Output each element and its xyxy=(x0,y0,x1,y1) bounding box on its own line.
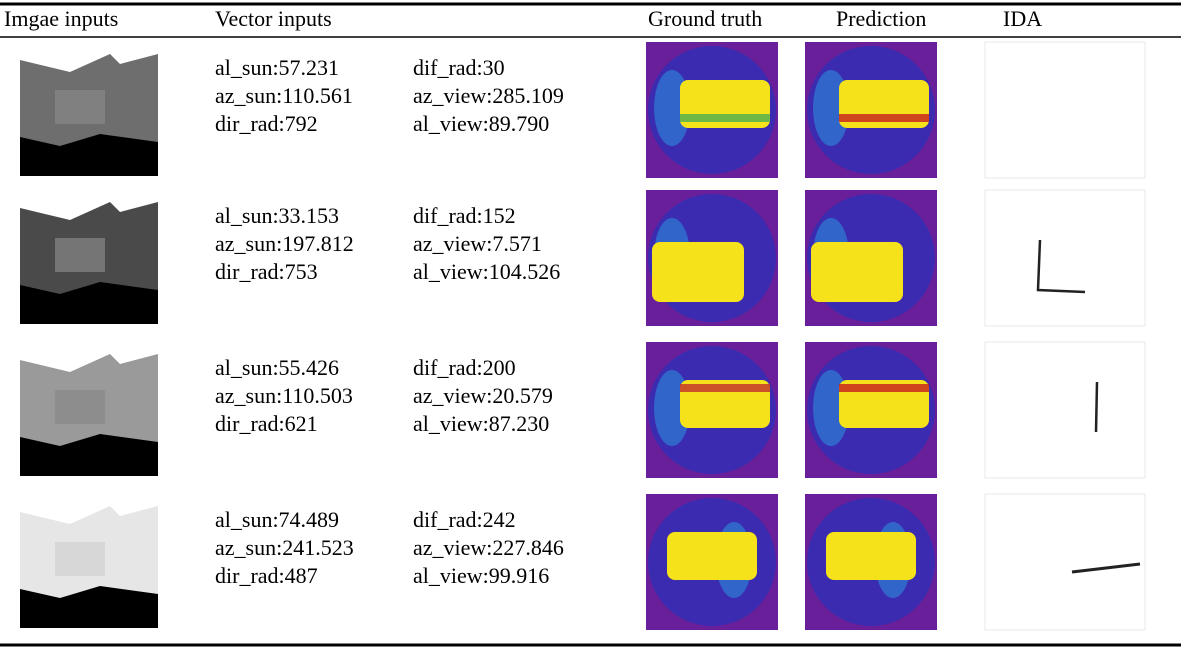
map-highlight xyxy=(652,242,744,302)
map-highlight xyxy=(667,532,757,580)
ground-truth-map xyxy=(646,190,778,326)
vector-input: az_sun:197.812 xyxy=(215,231,354,256)
ida-map xyxy=(985,190,1145,326)
vector-input: az_sun:110.503 xyxy=(215,383,353,408)
ida-edge xyxy=(1096,382,1097,432)
prediction-map xyxy=(805,190,937,326)
vector-input: az_view:20.579 xyxy=(413,383,553,408)
room-window xyxy=(55,238,105,272)
input-image xyxy=(20,42,158,176)
map-band xyxy=(680,384,770,392)
map-highlight xyxy=(826,532,916,580)
vector-input: az_sun:110.561 xyxy=(215,83,353,108)
vector-input: al_view:99.916 xyxy=(413,563,549,588)
vector-input: al_sun:33.153 xyxy=(215,203,339,228)
map-band xyxy=(839,114,929,122)
vector-input: al_view:104.526 xyxy=(413,259,560,284)
column-header: IDA xyxy=(1003,6,1042,31)
prediction-map xyxy=(805,494,937,630)
vector-input: dif_rad:200 xyxy=(413,355,516,380)
vector-input: az_view:285.109 xyxy=(413,83,564,108)
vector-input: al_sun:55.426 xyxy=(215,355,339,380)
ground-truth-map xyxy=(646,42,778,178)
ida-map xyxy=(985,42,1145,178)
vector-input: dir_rad:792 xyxy=(215,111,318,136)
ida-frame xyxy=(985,342,1145,478)
ida-frame xyxy=(985,494,1145,630)
column-header: Ground truth xyxy=(648,6,762,31)
vector-input: dir_rad:753 xyxy=(215,259,318,284)
ida-map xyxy=(985,342,1145,478)
column-header: Imgae inputs xyxy=(4,6,118,31)
vector-input: al_sun:74.489 xyxy=(215,507,339,532)
ida-map xyxy=(985,494,1145,630)
vector-input: al_view:87.230 xyxy=(413,411,549,436)
ground-truth-map xyxy=(646,342,778,478)
map-band xyxy=(680,114,770,122)
ida-frame xyxy=(985,190,1145,326)
column-header: Prediction xyxy=(836,6,926,31)
figure-table: Imgae inputs Vector inputs Ground truth … xyxy=(0,0,1181,650)
room-window xyxy=(55,542,105,576)
page: Imgae inputs Vector inputs Ground truth … xyxy=(0,0,1181,650)
vector-input: dif_rad:30 xyxy=(413,55,505,80)
vector-input: dir_rad:621 xyxy=(215,411,318,436)
ida-frame xyxy=(985,42,1145,178)
input-image xyxy=(20,342,158,476)
vector-input: az_view:227.846 xyxy=(413,535,564,560)
prediction-map xyxy=(805,42,937,178)
vector-input: dif_rad:242 xyxy=(413,507,516,532)
column-header: Vector inputs xyxy=(215,6,332,31)
vector-input: az_view:7.571 xyxy=(413,231,542,256)
prediction-map xyxy=(805,342,937,478)
ground-truth-map xyxy=(646,494,778,630)
vector-input: al_sun:57.231 xyxy=(215,55,339,80)
vector-input: dif_rad:152 xyxy=(413,203,516,228)
map-highlight xyxy=(811,242,903,302)
room-window xyxy=(55,90,105,124)
map-band xyxy=(839,384,929,392)
input-image xyxy=(20,494,158,628)
room-window xyxy=(55,390,105,424)
input-image xyxy=(20,190,158,324)
vector-input: az_sun:241.523 xyxy=(215,535,354,560)
vector-input: al_view:89.790 xyxy=(413,111,549,136)
vector-input: dir_rad:487 xyxy=(215,563,318,588)
